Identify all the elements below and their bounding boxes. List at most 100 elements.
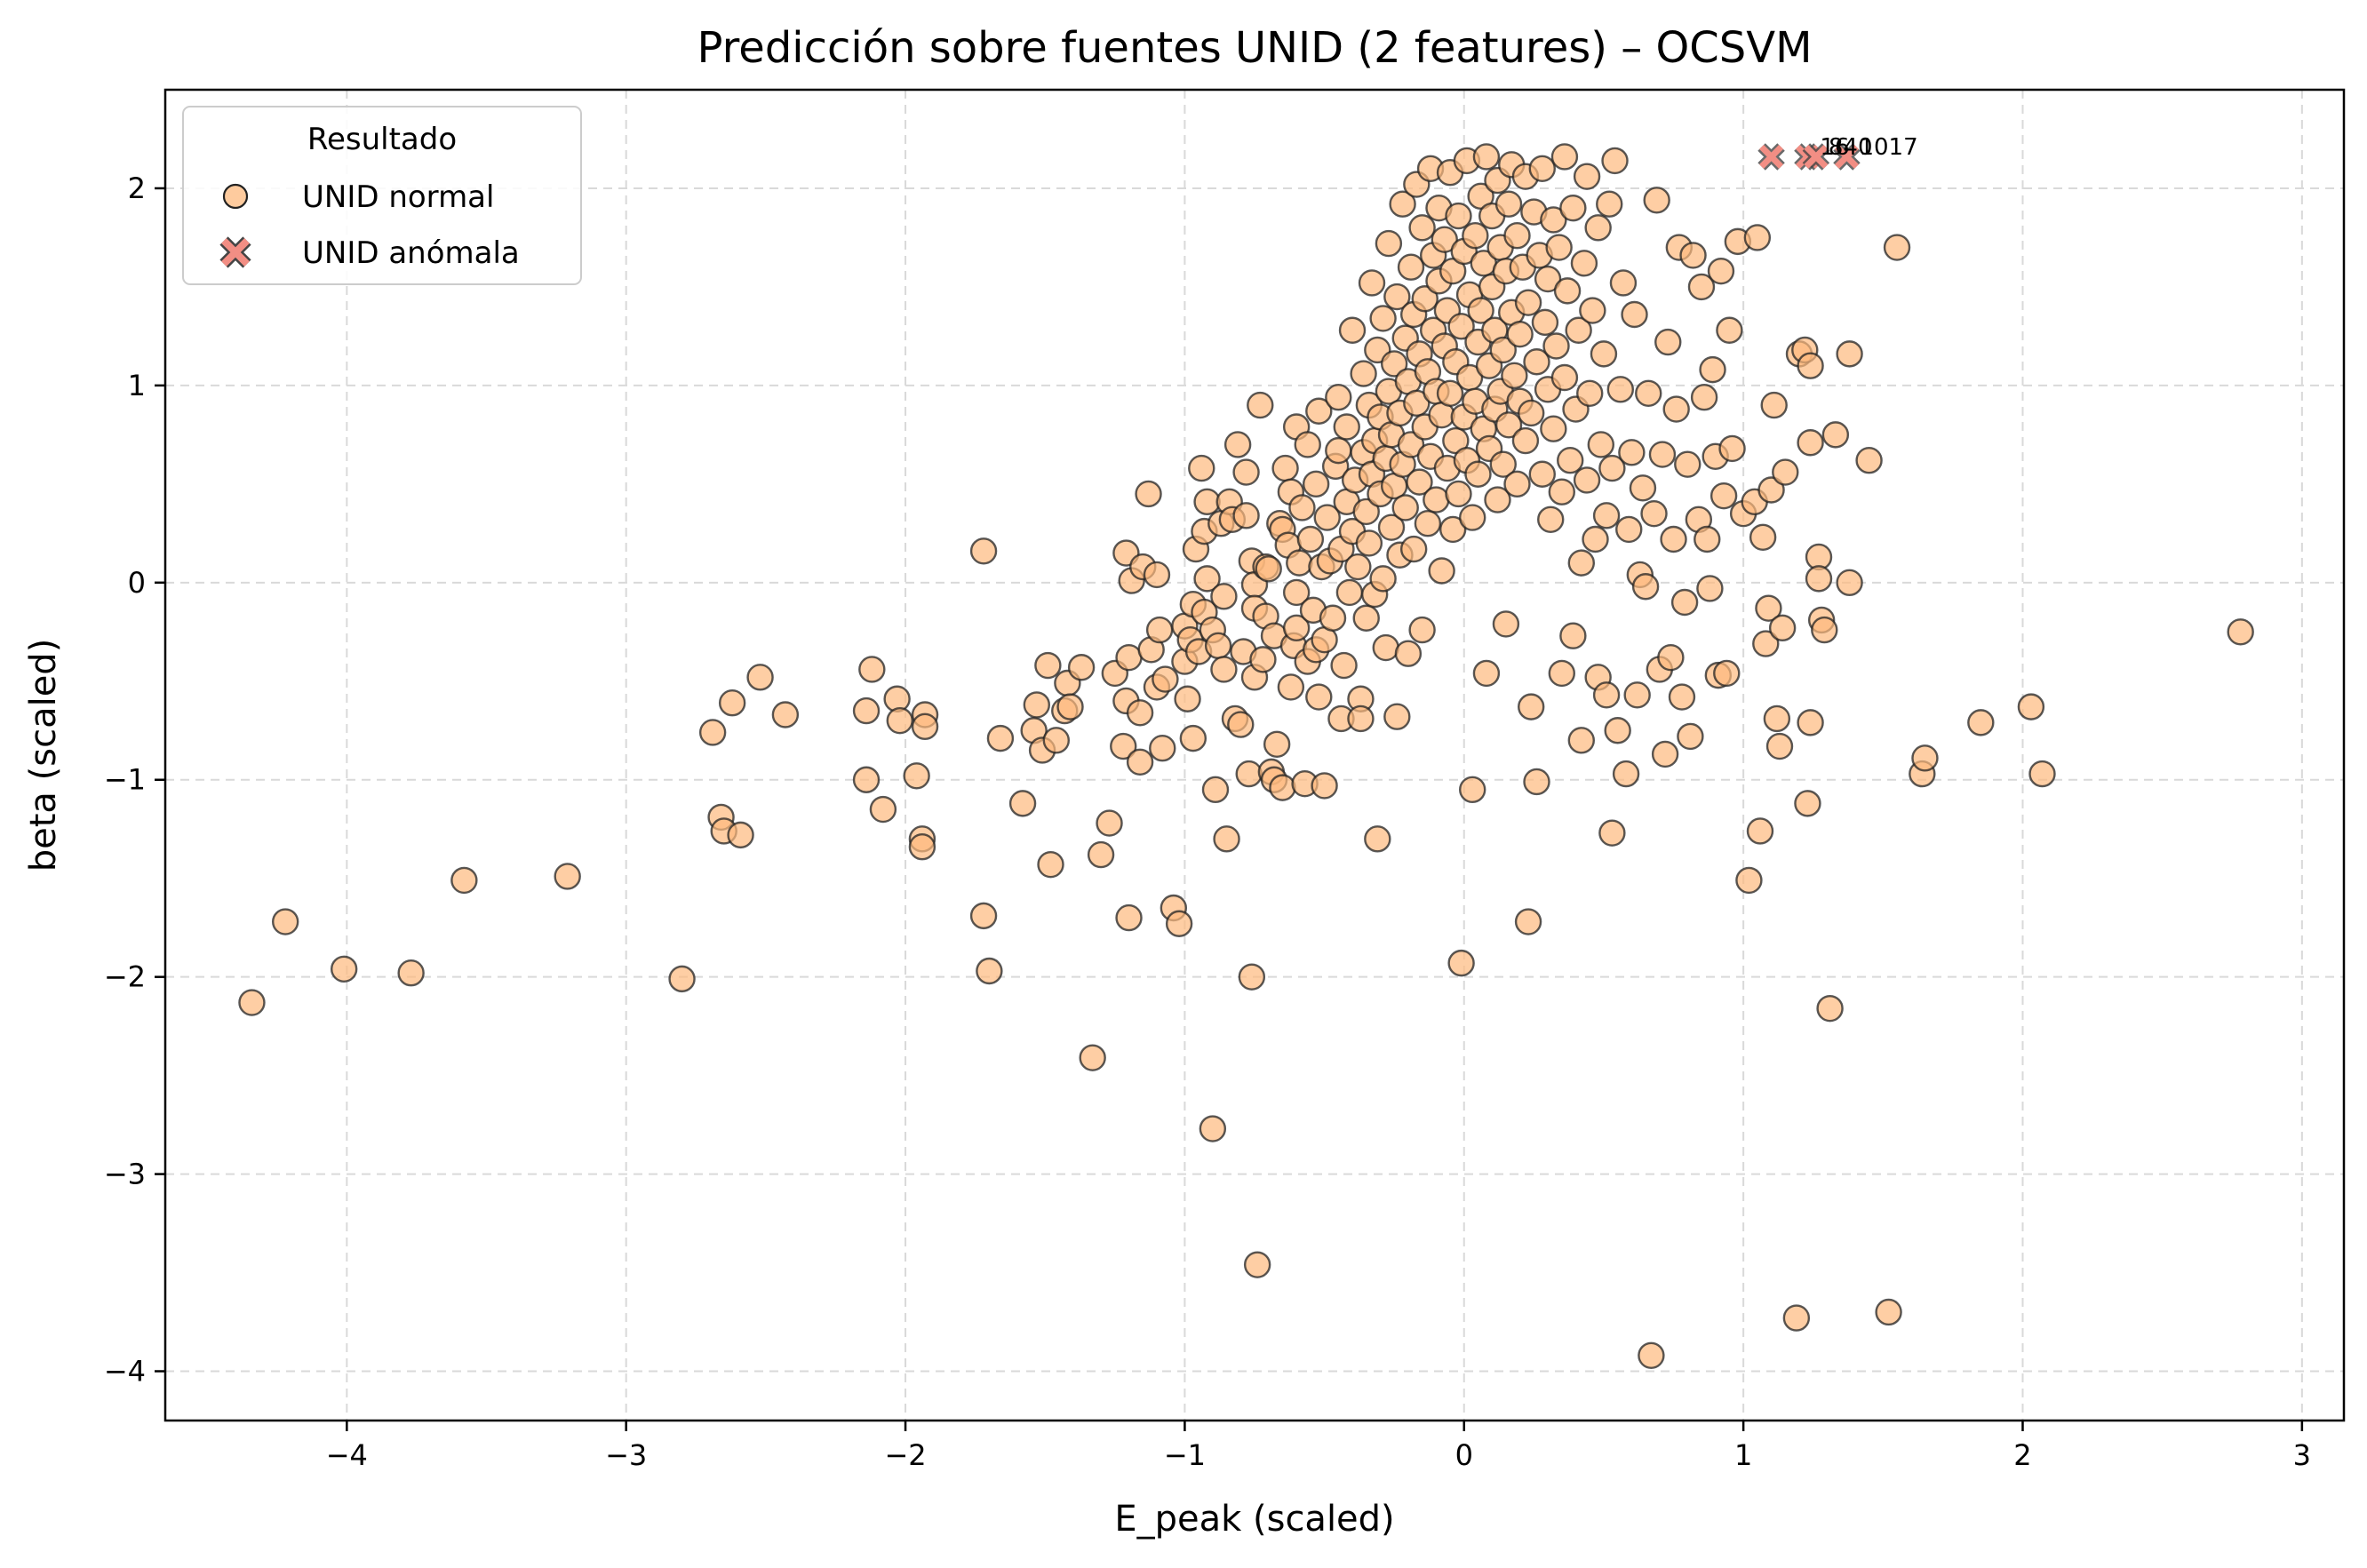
normal-point [1670,588,1699,617]
normal-point [1484,486,1511,513]
normal-point [1528,460,1556,488]
normal-point [1305,397,1333,425]
normal-point [1232,502,1260,529]
normal-point [1494,190,1523,218]
normal-point [698,719,727,746]
normal-point [1638,1341,1665,1369]
normal-point [1399,535,1428,563]
legend-title: Resultado [307,122,457,157]
normal-point [1193,565,1221,593]
normal-point [1364,825,1391,853]
normal-point [1511,426,1540,455]
normal-point [1383,283,1411,311]
normal-point [1640,499,1668,528]
normal-point [976,957,1003,985]
y-tick-label: −2 [104,960,146,994]
normal-point [1679,242,1707,269]
point-annotation: 840 [1829,134,1873,161]
normal-point [1760,391,1788,419]
normal-point [1875,1298,1902,1326]
normal-point [1631,573,1660,601]
normal-point [1651,740,1679,768]
normal-point [1489,450,1517,478]
normal-point [1567,549,1596,577]
normal-point [1557,447,1584,474]
normal-point [1592,502,1621,529]
normal-point [1598,454,1626,482]
normal-point [1743,224,1772,251]
normal-point [1408,214,1436,242]
normal-point [1579,297,1606,324]
normal-point [1567,727,1596,754]
normal-point [1635,379,1662,407]
normal-point [1584,214,1612,242]
normal-point [1746,817,1774,845]
normal-point [1690,384,1718,411]
normal-point [1391,494,1419,521]
normal-point [271,908,299,935]
normal-point [1565,316,1592,344]
normal-point [1501,362,1528,389]
normal-point [1458,504,1486,531]
normal-point [1447,313,1475,340]
normal-point [1213,825,1240,853]
normal-point [1389,190,1416,218]
normal-point [1559,622,1587,649]
normal-point [911,712,939,741]
normal-point [1553,277,1582,305]
normal-point [1126,748,1154,776]
normal-point [1397,253,1425,281]
normal-point [1911,744,1939,772]
normal-point [1548,659,1575,688]
anomalous-point [1757,143,1785,171]
normal-point [1752,630,1780,657]
normal-point [1210,583,1238,610]
normal-point [869,795,897,824]
normal-point [1883,234,1911,261]
normal-point [1238,963,1266,991]
normal-point [1467,297,1494,324]
normal-point [1582,525,1609,553]
normal-point [1223,431,1252,458]
normal-point [1590,340,1618,368]
normal-point [1609,269,1638,297]
normal-point [1696,575,1724,602]
normal-point [1596,190,1623,218]
normal-point [1247,391,1274,419]
normal-point [1514,908,1542,935]
normal-point [1145,616,1174,644]
normal-point [1458,776,1486,804]
normal-point [1797,709,1824,736]
x-axis-label: E_peak (scaled) [1114,1499,1394,1540]
normal-point [1604,717,1631,744]
normal-point [1528,155,1556,182]
normal-point [1325,384,1352,411]
normal-point [1967,709,1995,736]
normal-point [1377,513,1406,541]
normal-point [1263,730,1291,758]
normal-point [1249,646,1277,673]
normal-point [1612,760,1640,788]
normal-point [1067,654,1096,681]
x-tick-label: 2 [2013,1438,2031,1472]
normal-point [1271,454,1299,482]
normal-point [1606,376,1635,403]
normal-point [1836,340,1863,368]
legend-normal-label: UNID normal [302,179,494,215]
normal-point [1282,614,1311,642]
anomalous-point-fill [1804,144,1829,169]
normal-point [1079,1044,1106,1071]
y-tick-label: −1 [104,763,146,797]
normal-point [1462,222,1489,250]
normal-point [1277,673,1305,701]
normal-point [969,537,998,565]
normal-point [1797,429,1824,457]
normal-point [1518,693,1545,720]
normal-point [1811,616,1838,644]
x-tick-label: −3 [605,1438,647,1472]
normal-point [1188,454,1215,482]
anomalous-point-fill [1834,144,1859,169]
normal-point [1643,187,1670,214]
normal-point [1668,683,1696,711]
